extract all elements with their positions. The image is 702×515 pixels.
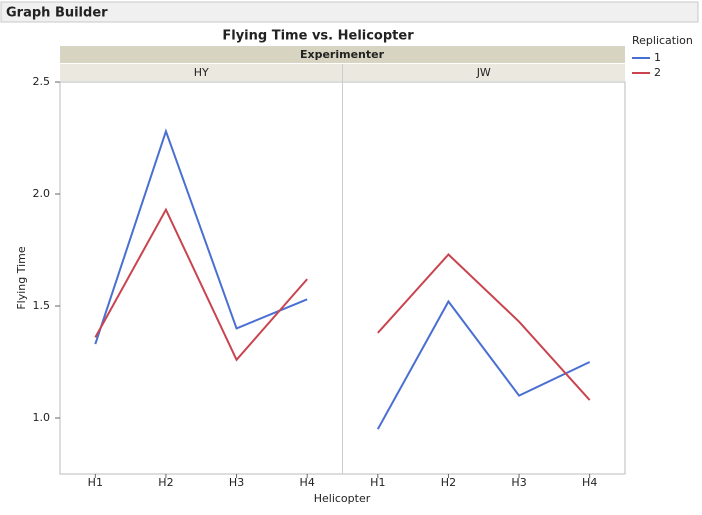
x-tick-label: H3 <box>229 476 244 489</box>
series-line <box>94 128 308 345</box>
y-axis-label: Flying Time <box>15 246 28 310</box>
y-tick-label: 1.0 <box>33 411 51 424</box>
legend-title: Replication <box>632 34 693 47</box>
panel-label: JW <box>476 66 491 79</box>
legend-label: 2 <box>654 66 661 79</box>
x-tick-label: H1 <box>88 476 103 489</box>
panel-header <box>60 64 343 81</box>
panel-header <box>342 64 625 81</box>
series-line <box>94 207 308 362</box>
panel-label: HY <box>194 66 209 79</box>
chart-title: Flying Time vs. Helicopter <box>222 29 414 44</box>
x-tick-label: H4 <box>582 476 597 489</box>
y-tick-label: 2.5 <box>33 75 51 88</box>
header-bar <box>0 1 699 23</box>
x-tick-label: H2 <box>158 476 173 489</box>
x-tick-label: H2 <box>441 476 456 489</box>
header-title: Graph Builder <box>6 6 108 21</box>
facet-header <box>60 46 625 63</box>
legend-label: 1 <box>654 51 661 64</box>
x-tick-label: H4 <box>300 476 315 489</box>
facet-label: Experimenter <box>300 48 385 61</box>
y-tick-label: 2.0 <box>33 187 51 200</box>
series-line <box>376 299 591 430</box>
y-tick-label: 1.5 <box>33 299 51 312</box>
x-tick-label: H3 <box>511 476 526 489</box>
x-tick-label: H1 <box>370 476 385 489</box>
series-line <box>377 253 591 401</box>
x-axis-label: Helicopter <box>314 492 371 505</box>
